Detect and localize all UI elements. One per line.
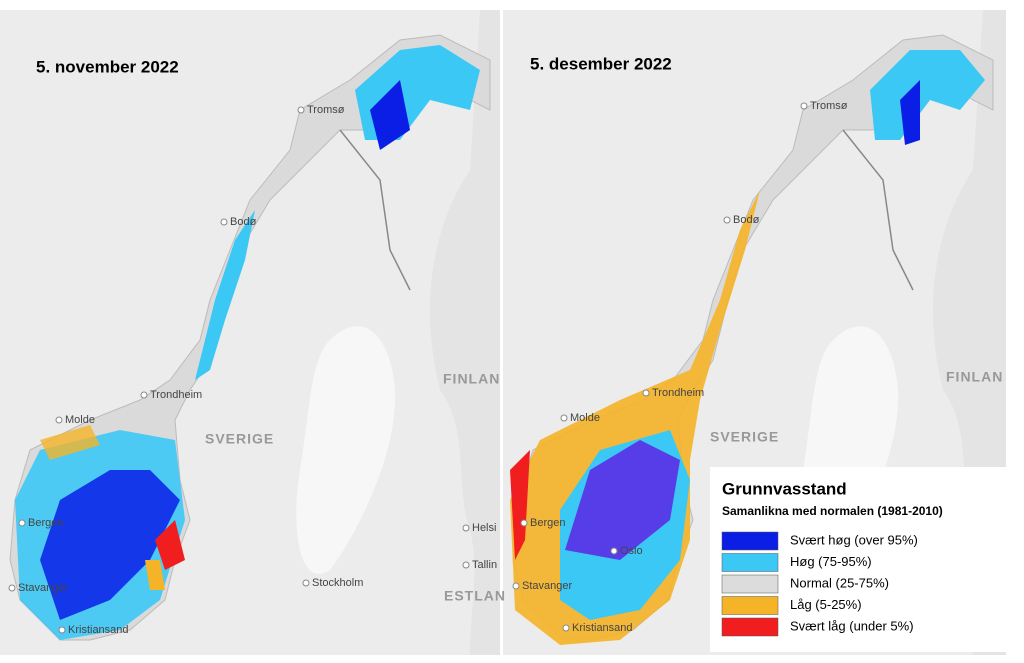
city-label: Stavanger bbox=[18, 582, 68, 594]
legend-swatch bbox=[721, 617, 779, 637]
city-label: Molde bbox=[570, 412, 600, 424]
city-dot bbox=[55, 416, 63, 424]
city-dot bbox=[462, 524, 470, 532]
legend-label: Svært låg (under 5%) bbox=[790, 618, 914, 633]
city-dot bbox=[8, 584, 16, 592]
city-label: Kristiansand bbox=[572, 622, 633, 634]
city-label: Bodø bbox=[733, 214, 760, 226]
map-labels: Tromsø Bodø Trondheim Molde Bergen Stavanger K… bbox=[8, 100, 1003, 636]
city-dot bbox=[462, 561, 470, 569]
country-label: FINLAN bbox=[443, 371, 500, 387]
city-dot bbox=[800, 102, 808, 110]
city-label: Kristiansand bbox=[68, 624, 129, 636]
city-label: Bergen bbox=[530, 517, 565, 529]
city-label: Trondheim bbox=[652, 387, 704, 399]
legend-swatch bbox=[721, 596, 779, 615]
city-label: Tromsø bbox=[810, 100, 848, 112]
panel-title: 5. desember 2022 bbox=[530, 54, 672, 73]
city-dot bbox=[610, 547, 618, 555]
city-label: Tallin bbox=[472, 559, 497, 571]
city-label: Stockholm bbox=[312, 577, 363, 589]
legend-label: Låg (5-25%) bbox=[790, 597, 862, 612]
city-dot bbox=[302, 579, 310, 587]
legend-label: Høg (75-95%) bbox=[790, 554, 872, 569]
panel-title: 5. november 2022 bbox=[36, 57, 179, 76]
city-label: Bodø bbox=[230, 216, 257, 228]
city-label: Trondheim bbox=[150, 389, 202, 401]
city-dot bbox=[140, 391, 148, 399]
legend-swatch bbox=[721, 531, 779, 551]
city-label: Oslo bbox=[620, 545, 643, 557]
city-label: Stavanger bbox=[522, 580, 572, 592]
country-label: SVERIGE bbox=[205, 431, 274, 447]
city-label: Tromsø bbox=[307, 104, 345, 116]
city-label: Helsi bbox=[472, 522, 496, 534]
legend-title: Grunnvasstand bbox=[722, 479, 847, 498]
city-label: Molde bbox=[65, 414, 95, 426]
country-label: SVERIGE bbox=[710, 429, 779, 445]
legend-swatch bbox=[721, 553, 779, 572]
country-label: ESTLAN bbox=[444, 588, 506, 604]
legend-swatch bbox=[721, 574, 779, 594]
city-dot bbox=[560, 414, 568, 422]
city-dot bbox=[58, 626, 66, 634]
legend-subtitle: Samanlikna med normalen (1981-2010) bbox=[722, 504, 943, 518]
city-dot bbox=[18, 519, 26, 527]
city-dot bbox=[723, 216, 731, 224]
city-dot bbox=[520, 519, 528, 527]
city-dot bbox=[642, 389, 650, 397]
country-label: FINLAN bbox=[946, 369, 1003, 385]
city-label: Bergen bbox=[28, 517, 63, 529]
legend-items: Svært høg (over 95%) Høg (75-95%) Normal (… bbox=[721, 531, 918, 637]
legend-label: Svært høg (over 95%) bbox=[790, 532, 918, 547]
city-dot bbox=[562, 624, 570, 632]
map-december bbox=[503, 10, 1006, 655]
map-november bbox=[0, 10, 500, 655]
city-dot bbox=[512, 582, 520, 590]
city-dot bbox=[297, 106, 305, 114]
city-dot bbox=[220, 218, 228, 226]
legend-label: Normal (25-75%) bbox=[790, 575, 889, 590]
